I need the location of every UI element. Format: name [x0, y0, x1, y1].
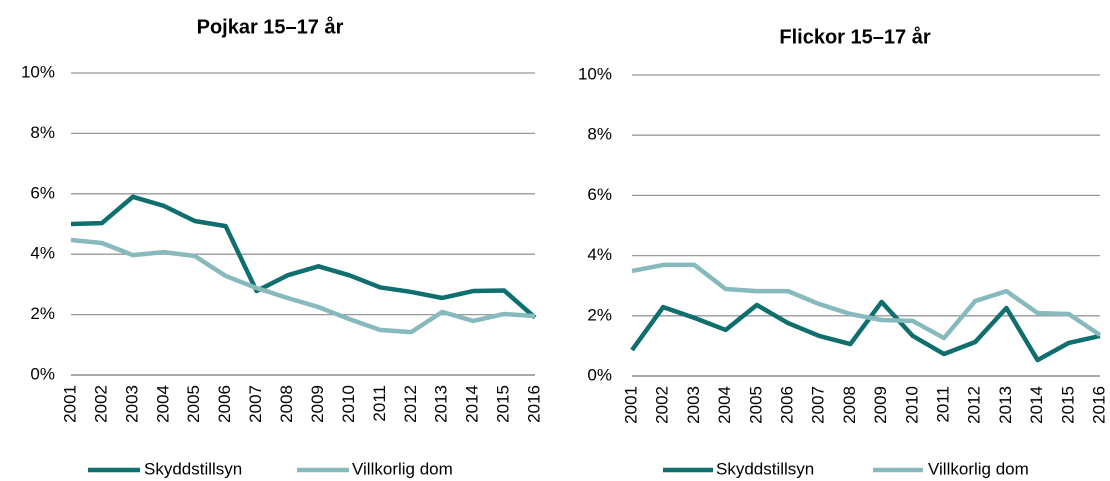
x-tick-label: 2007 — [246, 385, 265, 423]
x-tick-label: 2009 — [308, 385, 327, 423]
x-tick-label: 2008 — [840, 386, 859, 424]
legend-label: Skyddstillsyn — [144, 459, 242, 478]
y-tick-label: 2% — [587, 305, 612, 324]
y-tick-label: 6% — [587, 185, 612, 204]
x-tick-label: 2014 — [463, 385, 482, 423]
series-line — [630, 299, 1101, 363]
chart-title: Flickor 15–17 år — [779, 25, 930, 48]
x-tick-label: 2002 — [653, 386, 672, 424]
y-tick-label: 4% — [30, 244, 55, 263]
x-tick-label: 2008 — [277, 385, 296, 423]
x-tick-label: 2005 — [746, 386, 765, 424]
y-tick-label: 10% — [578, 64, 612, 83]
x-tick-label: 2001 — [60, 385, 79, 423]
x-tick-label: 2009 — [871, 386, 890, 424]
series-line — [70, 237, 536, 335]
y-tick-label: 8% — [587, 125, 612, 144]
y-tick-label: 4% — [587, 245, 612, 264]
x-tick-label: 2005 — [184, 385, 203, 423]
x-tick-label: 2001 — [621, 386, 640, 424]
x-tick-label: 2011 — [933, 386, 952, 423]
x-tick-label: 2011 — [370, 385, 389, 422]
x-tick-label: 2004 — [715, 386, 734, 424]
y-tick-label: 8% — [30, 123, 55, 142]
x-tick-label: 2015 — [1058, 386, 1077, 424]
chart-title: Pojkar 15–17 år — [197, 15, 344, 38]
y-tick-label: 10% — [21, 62, 55, 81]
series-line — [70, 194, 537, 320]
y-tick-label: 0% — [587, 365, 612, 384]
x-tick-label: 2006 — [777, 386, 796, 424]
x-tick-label: 2003 — [684, 386, 703, 424]
x-tick-label: 2012 — [401, 385, 420, 423]
x-tick-label: 2010 — [339, 385, 358, 423]
x-tick-label: 2015 — [494, 385, 513, 423]
x-tick-label: 2003 — [122, 385, 141, 423]
x-tick-label: 2007 — [809, 386, 828, 424]
x-tick-label: 2014 — [1027, 386, 1046, 424]
x-tick-label: 2013 — [432, 385, 451, 423]
x-tick-label: 2013 — [996, 386, 1015, 424]
x-tick-label: 2004 — [153, 385, 172, 423]
legend-label: Villkorlig dom — [352, 459, 453, 478]
legend-label: Skyddstillsyn — [716, 459, 814, 478]
y-tick-label: 6% — [30, 183, 55, 202]
x-tick-label: 2006 — [215, 385, 234, 423]
x-tick-label: 2002 — [91, 385, 110, 423]
x-tick-label: 2016 — [524, 385, 543, 423]
x-tick-label: 2016 — [1089, 386, 1108, 424]
series-line — [631, 262, 1102, 341]
x-tick-label: 2010 — [902, 386, 921, 424]
legend-label: Villkorlig dom — [928, 459, 1029, 478]
x-tick-label: 2012 — [965, 386, 984, 424]
y-tick-label: 0% — [30, 364, 55, 383]
y-tick-label: 2% — [30, 304, 55, 323]
